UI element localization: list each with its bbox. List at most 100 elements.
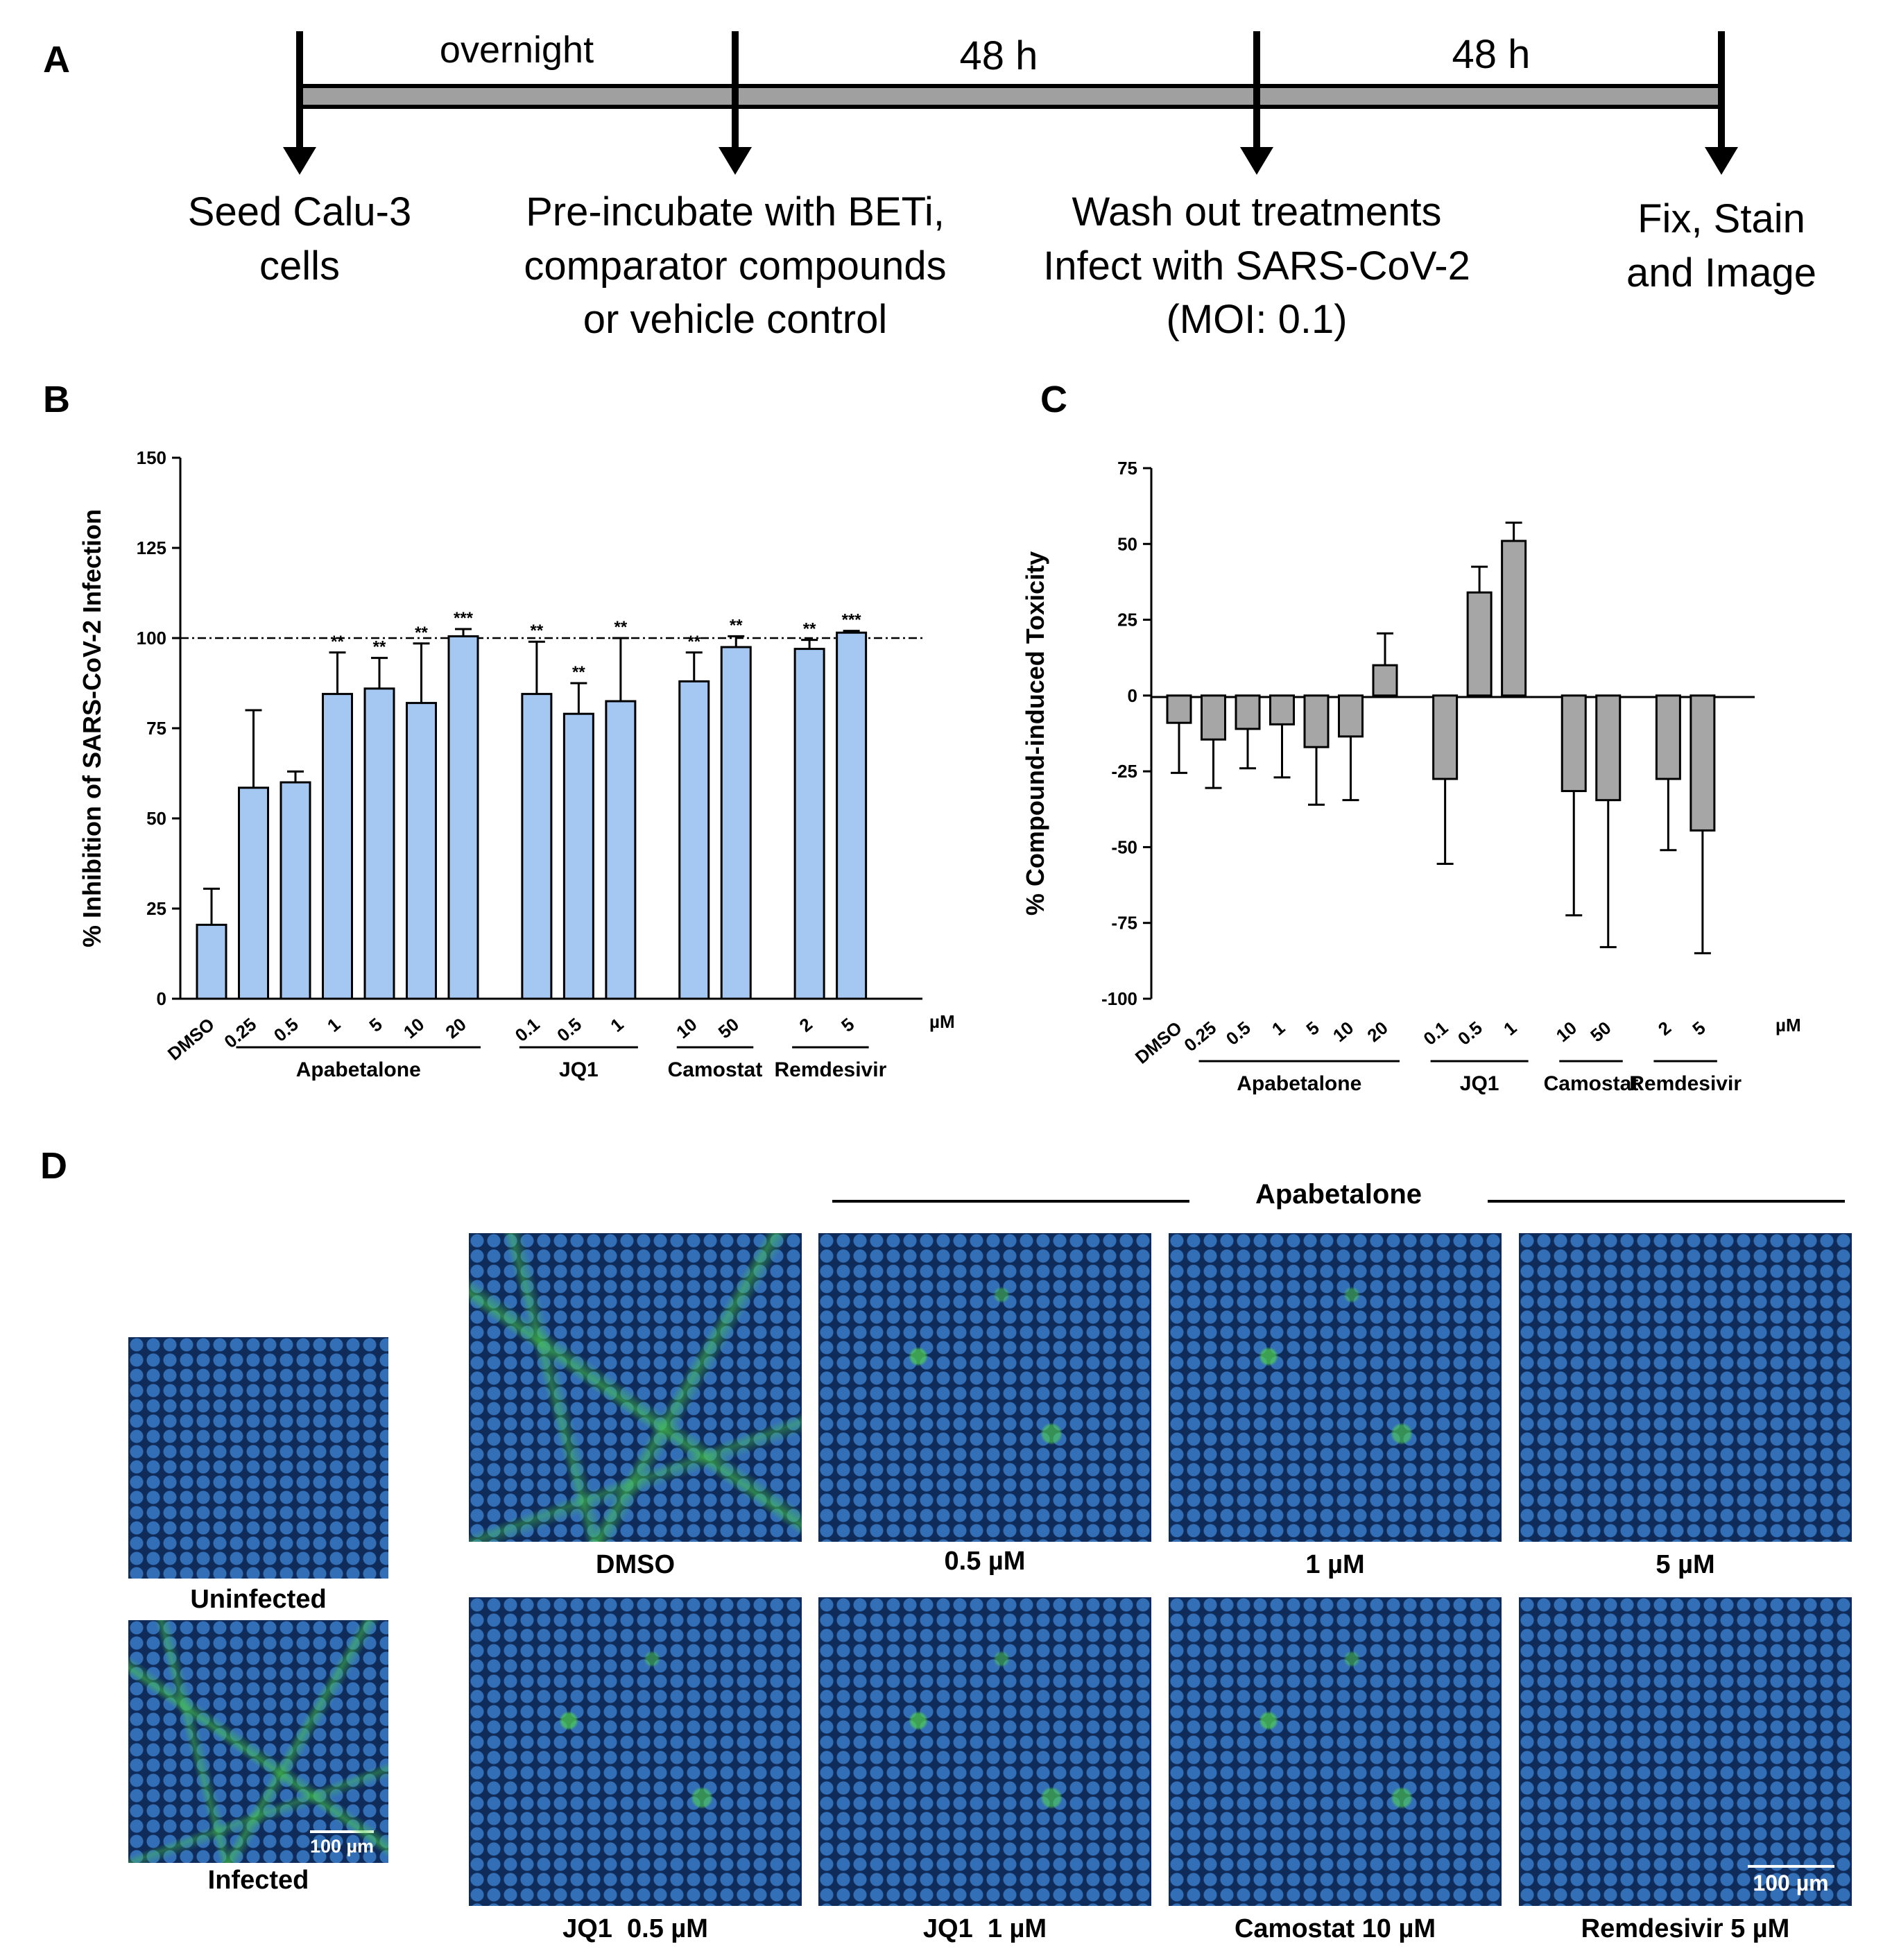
bar [1432, 694, 1459, 780]
category-label: 10 [672, 1014, 700, 1043]
category-label: 0.5 [270, 1014, 302, 1046]
panel-label-a: A [43, 39, 70, 80]
category-label: 0.1 [511, 1014, 544, 1046]
panel-label-c: C [1040, 379, 1067, 420]
bar [322, 693, 353, 1000]
timeline-bar [296, 84, 1723, 109]
category-label: 1 [606, 1014, 627, 1036]
y-tick-label: 75 [1117, 458, 1137, 479]
significance-marker: *** [842, 611, 862, 630]
step-2-line2: comparator compounds [524, 243, 946, 289]
uninfected-image [128, 1337, 388, 1579]
category-label: 1 [323, 1014, 344, 1036]
bar [280, 781, 311, 1000]
panel-label-d: D [40, 1145, 67, 1187]
bar [521, 693, 553, 1000]
category-label: 10 [1329, 1017, 1357, 1047]
timeline-arrow-1 [283, 31, 316, 175]
bar [605, 700, 637, 1000]
category-label: 1 [1268, 1017, 1289, 1040]
caption-remdesivir-5: Remdesivir 5 µM [1581, 1914, 1790, 1943]
micrograph-apabetalone-1 [1169, 1233, 1502, 1542]
caption-jq1-0-5: JQ1 0.5 µM [562, 1914, 708, 1943]
bar [1560, 694, 1587, 793]
caption-dmso: DMSO [596, 1550, 675, 1579]
bar [1655, 694, 1681, 780]
category-label: 0.25 [1180, 1017, 1220, 1056]
group-label: Camostat [668, 1058, 763, 1081]
micrograph-jq1-0-5 [469, 1597, 802, 1906]
timeline-arrow-2 [719, 31, 752, 175]
y-tick-label: 0 [157, 988, 166, 1009]
bar [836, 631, 868, 1000]
category-label: 50 [1586, 1017, 1615, 1047]
category-label: 10 [1552, 1017, 1581, 1047]
step-1-line1: Seed Calu-3 [188, 189, 411, 234]
micrograph-jq1-1 [818, 1597, 1151, 1906]
category-label: 20 [441, 1014, 470, 1043]
category-label: 20 [1363, 1017, 1391, 1047]
significance-marker: ** [730, 616, 743, 635]
interval-label-1: overnight [440, 29, 594, 71]
bar [1303, 694, 1330, 748]
step-4-line2: and Image [1626, 250, 1816, 295]
bar [678, 680, 710, 1000]
category-label: 5 [837, 1014, 858, 1036]
category-label: 5 [1302, 1017, 1323, 1040]
micrograph-apabetalone-5 [1519, 1233, 1852, 1542]
bar [1201, 694, 1226, 741]
group-label: Remdesivir [1629, 1072, 1742, 1095]
caption-apabetalone-0-5: 0.5 µM [944, 1547, 1026, 1576]
category-label: DMSO [1131, 1017, 1186, 1068]
timeline-arrow-4 [1705, 31, 1738, 175]
step-2-line3: or vehicle control [583, 297, 887, 342]
step-2-line1: Pre-incubate with BETi, [526, 189, 945, 234]
bar [1372, 664, 1398, 697]
y-tick-label: 50 [1117, 533, 1137, 554]
significance-marker: ** [687, 633, 700, 651]
bar [196, 923, 227, 1000]
caption-apabetalone-5: 5 µM [1656, 1550, 1715, 1579]
step-3-line2: Infect with SARS-CoV-2 [1043, 243, 1470, 289]
significance-marker: ** [614, 618, 628, 637]
category-label: DMSO [164, 1014, 218, 1065]
infected-caption: Infected [207, 1866, 309, 1895]
y-tick-label: 100 [137, 628, 166, 648]
significance-marker: ** [331, 633, 344, 651]
category-label: 1 [1499, 1017, 1520, 1040]
bar [562, 712, 594, 1000]
scale-bar-label-small: 100 µm [309, 1836, 375, 1857]
interval-label-3: 48 h [1452, 32, 1531, 77]
y-tick-label: 125 [137, 538, 166, 558]
micrograph-apabetalone-0-5 [818, 1233, 1151, 1542]
group-label: Remdesivir [775, 1058, 887, 1081]
category-label: 0.5 [553, 1014, 585, 1046]
category-label: 2 [796, 1014, 816, 1036]
category-label: 5 [1688, 1017, 1709, 1040]
interval-label-2: 48 h [960, 33, 1038, 78]
y-tick-label: 0 [1128, 685, 1137, 706]
bar [1269, 694, 1295, 725]
y-tick-label: 25 [1117, 610, 1137, 630]
bar [1466, 591, 1493, 697]
timeline-diagram: overnight 48 h 48 h Seed Calu-3 cells Pr… [188, 29, 1816, 342]
group-label: Apabetalone [296, 1058, 421, 1081]
bar [793, 648, 825, 1000]
bar [1689, 694, 1716, 832]
group-label: JQ1 [559, 1058, 599, 1081]
y-tick-label: 25 [146, 898, 166, 919]
y-tick-label: -75 [1111, 913, 1137, 934]
infected-image: 100 µm [128, 1620, 388, 1863]
bar [1595, 694, 1622, 802]
group-label: JQ1 [1460, 1072, 1499, 1095]
bar [406, 702, 437, 1000]
step-3-line3: (MOI: 0.1) [1166, 297, 1347, 342]
bar [1338, 694, 1364, 738]
micrograph-dmso [469, 1233, 802, 1542]
y-tick-label: -25 [1111, 761, 1137, 782]
category-label: 10 [399, 1014, 428, 1043]
y-tick-label: 50 [146, 808, 166, 829]
y-axis-label: % Inhibition of SARS-CoV-2 Infection [78, 509, 106, 947]
